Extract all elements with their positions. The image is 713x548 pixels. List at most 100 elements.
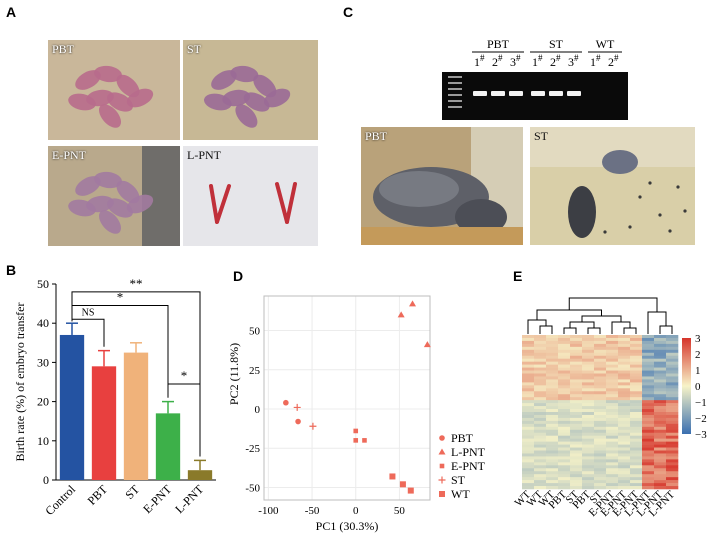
heatmap-cell	[570, 438, 583, 442]
heatmap-cell	[570, 409, 583, 413]
heatmap-cell	[522, 432, 535, 436]
dendrogram-branch	[581, 315, 622, 322]
heatmap-cell	[606, 432, 619, 436]
heatmap-cell	[594, 423, 607, 428]
ladder-band	[448, 88, 462, 90]
heatmap-cell	[666, 412, 679, 416]
heatmap-cell	[558, 412, 571, 416]
heatmap-cell	[546, 435, 559, 439]
heatmap-cell	[666, 480, 679, 484]
bar-control	[59, 334, 85, 480]
heatmap-cell	[630, 474, 643, 478]
heatmap-cell	[654, 465, 667, 469]
heatmap-cell	[558, 447, 571, 451]
heatmap-cell	[570, 403, 583, 407]
significance-label: NS	[82, 307, 95, 318]
heatmap-cell	[642, 367, 655, 371]
heatmap-cell	[582, 468, 595, 472]
heatmap-cell	[642, 450, 655, 454]
heatmap-cell	[546, 465, 559, 469]
heatmap-cell	[594, 429, 607, 434]
heatmap-cell	[642, 477, 655, 481]
heatmap-cell	[666, 441, 679, 445]
photo-e-pnt: E-PNT	[48, 146, 180, 246]
heatmap-cell	[606, 352, 619, 357]
photo-caption: L-PNT	[187, 148, 221, 162]
heatmap-cell	[558, 453, 571, 457]
heatmap-cell	[522, 447, 535, 451]
heatmap-cell	[606, 477, 619, 481]
pup	[126, 194, 154, 214]
heatmap-cell	[666, 391, 679, 395]
heatmap-cell	[630, 367, 643, 371]
heatmap-cell	[666, 364, 679, 368]
expression-heatmap: WTWTWTPBTSTPBTSTE-PNTE-PNTE-PNTL-PNTL-PN…	[513, 297, 707, 519]
heatmap-cell	[594, 456, 607, 460]
heatmap-cell	[594, 397, 607, 401]
heatmap-cell	[570, 343, 583, 348]
heatmap-cell	[642, 355, 655, 359]
heatmap-cell	[642, 423, 655, 428]
photo-caption: PBT	[52, 42, 75, 56]
column-dendrogram	[527, 297, 673, 334]
heatmap-cell	[546, 453, 559, 457]
pup	[75, 70, 101, 90]
heatmap-cell	[606, 417, 619, 422]
dendrogram-branch	[536, 309, 602, 320]
heatmap-cell	[606, 403, 619, 407]
photo-image	[183, 40, 318, 140]
y-tick-label: 0	[255, 404, 261, 416]
pup	[243, 92, 270, 112]
heatmap-cell	[570, 370, 583, 374]
heatmap-cell	[534, 337, 547, 342]
heatmap-cell	[606, 450, 619, 454]
heatmap-cell	[606, 349, 619, 354]
photo-background	[183, 146, 318, 246]
x-tick-label: 0	[353, 505, 359, 517]
heatmap-cell	[558, 385, 571, 389]
pup	[68, 93, 96, 111]
color-scale-label: −2	[695, 413, 707, 425]
heatmap-cell	[522, 435, 535, 439]
heatmap-cell	[582, 480, 595, 484]
heatmap-cell	[618, 429, 631, 434]
heatmap-cell	[582, 346, 595, 351]
heatmap-cell	[618, 468, 631, 472]
heatmap-cell	[558, 420, 571, 425]
heatmap-cell	[582, 441, 595, 445]
heatmap-cell	[522, 346, 535, 351]
heatmap-cell	[534, 382, 547, 386]
heatmap-cell	[642, 438, 655, 442]
photo-caption: ST	[534, 129, 549, 143]
heatmap-cell	[666, 468, 679, 472]
heatmap-cell	[582, 447, 595, 451]
heatmap-cell	[546, 417, 559, 422]
heatmap-cell	[546, 370, 559, 374]
heatmap-cell	[582, 335, 595, 339]
heatmap-cell	[534, 403, 547, 407]
heatmap-cell	[558, 444, 571, 448]
heatmap-cell	[618, 385, 631, 389]
pup	[68, 199, 96, 217]
heatmap-cell	[582, 406, 595, 410]
heatmap-cell	[570, 382, 583, 386]
heatmap-cell	[642, 406, 655, 410]
heatmap-cell	[618, 456, 631, 460]
heatmap-cell	[546, 468, 559, 472]
heatmap-cell	[522, 480, 535, 484]
heatmap-cell	[606, 343, 619, 348]
heatmap-cell	[546, 462, 559, 466]
heatmap-cell	[606, 435, 619, 439]
heatmap-cell	[630, 391, 643, 395]
pup	[211, 70, 237, 90]
heatmap-cell	[594, 435, 607, 439]
heatmap-cell	[534, 438, 547, 442]
heatmap-cell	[522, 391, 535, 395]
heatmap-cell	[666, 376, 679, 380]
x-tick-label: -50	[305, 505, 320, 517]
heatmap-cell	[606, 420, 619, 425]
heatmap-cell	[606, 391, 619, 395]
heatmap-cell	[570, 471, 583, 475]
heatmap-cell	[522, 456, 535, 460]
heatmap-cell	[570, 456, 583, 460]
